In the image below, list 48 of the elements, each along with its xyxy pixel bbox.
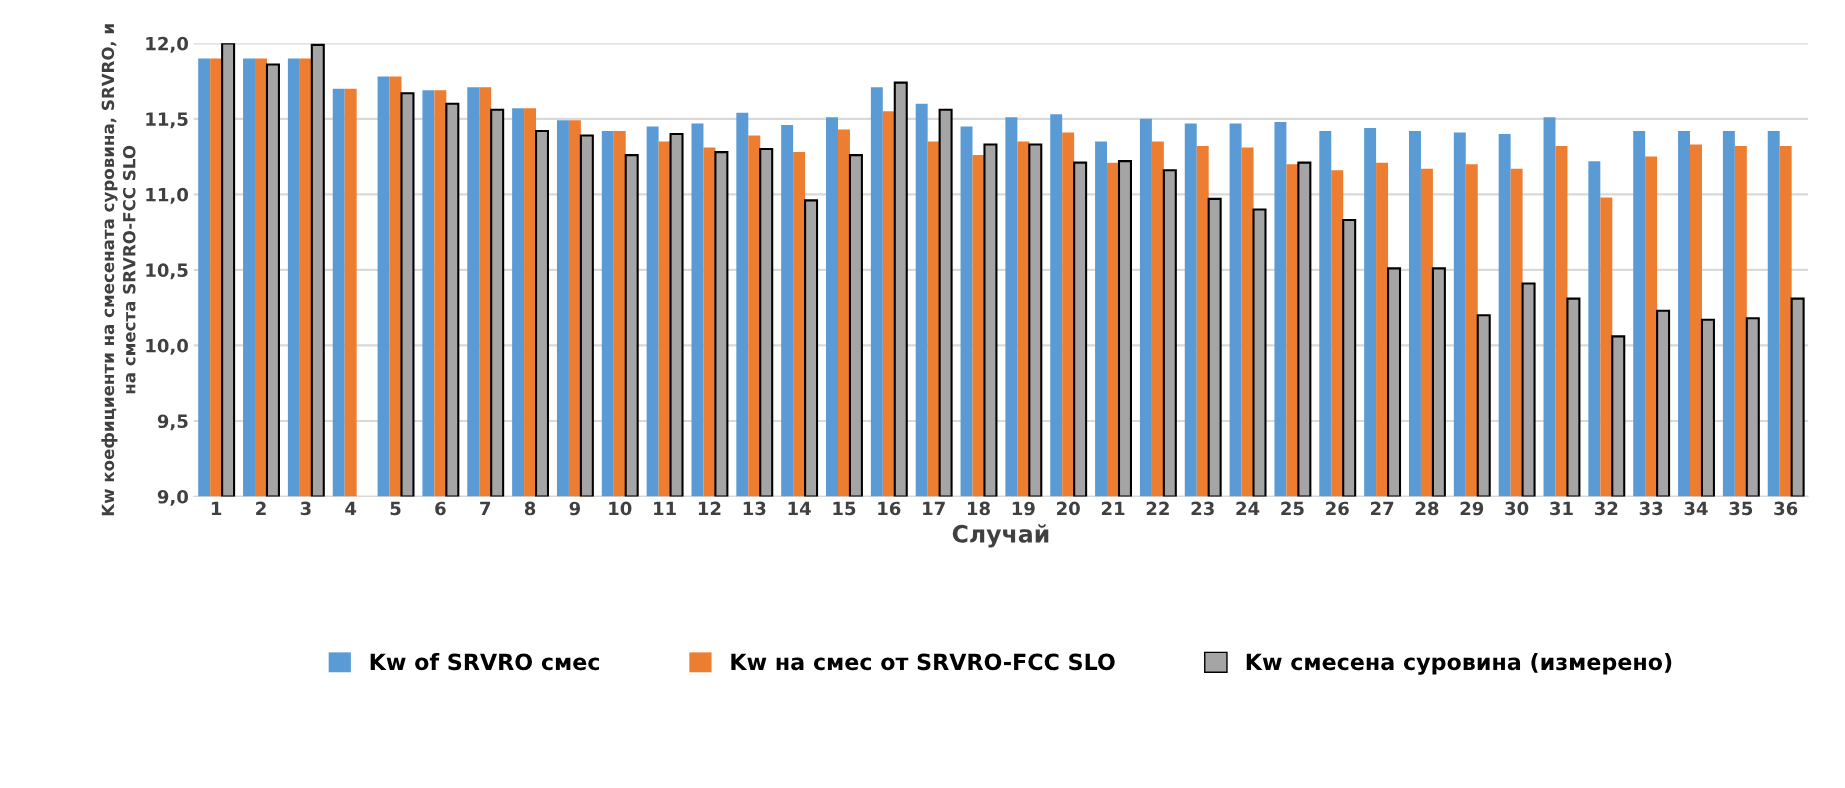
x-tick-label: 11	[654, 501, 676, 516]
x-tick-label: 26	[1326, 501, 1349, 516]
y-tick-label: 12,0	[146, 36, 188, 53]
y-tick-label: 10,5	[146, 263, 188, 280]
y-axis-title: Kw коефициенти на смесената суровина, SRVRO, и на сместа SRVRO-FCC SLO	[101, 24, 136, 516]
x-tick-label: 17	[923, 501, 945, 516]
x-tick-label: 18	[967, 501, 990, 516]
x-tick-label: 8	[524, 501, 536, 516]
x-tick-label: 19	[1012, 501, 1035, 516]
x-tick-label: 9	[569, 501, 581, 516]
x-tick-label: 13	[743, 501, 766, 516]
x-tick-label: 14	[788, 501, 811, 516]
x-tick-label: 22	[1146, 501, 1169, 516]
x-tick-label: 24	[1236, 501, 1260, 516]
y-tick-label: 11,5	[146, 112, 188, 129]
x-tick-label: 2	[256, 501, 266, 516]
x-tick-label: 4	[345, 501, 357, 516]
x-tick-label: 28	[1415, 501, 1439, 516]
y-tick-label: 9,0	[157, 489, 188, 506]
x-tick-label: 33	[1639, 501, 1663, 516]
x-tick-label: 31	[1550, 501, 1573, 516]
x-axis-title: Случай	[952, 524, 1049, 548]
x-tick-label: 10	[609, 501, 632, 516]
legend-label: Kw на смес от SRVRO-FCC SLO	[731, 653, 1115, 671]
x-tick-label: 6	[435, 501, 446, 516]
y-tick-label: 10,0	[146, 338, 188, 355]
x-tick-label: 16	[878, 501, 901, 516]
x-tick-label: 23	[1191, 501, 1214, 516]
x-tick-label: 25	[1281, 501, 1304, 516]
x-tick-label: 20	[1057, 501, 1080, 516]
legend-label: Kw смесена суровина (измерено)	[1246, 653, 1672, 675]
legend-label: Kw of SRVRO смес	[370, 653, 599, 671]
x-tick-label: 15	[833, 501, 856, 516]
x-tick-label: 3	[300, 501, 311, 516]
x-tick-label: 35	[1729, 501, 1753, 516]
x-tick-label: 7	[480, 501, 491, 516]
x-tick-label: 34	[1684, 501, 1708, 516]
x-tick-label: 1	[211, 501, 222, 516]
x-tick-label: 36	[1774, 501, 1798, 516]
x-tick-label: 12	[698, 501, 721, 516]
y-tick-label: 11,0	[146, 187, 188, 204]
y-tick-label: 9,5	[157, 414, 188, 431]
x-tick-label: 27	[1370, 501, 1394, 516]
x-tick-label: 32	[1594, 501, 1618, 516]
x-tick-label: 29	[1460, 501, 1484, 516]
x-tick-label: 5	[390, 501, 401, 516]
x-tick-label: 30	[1505, 501, 1529, 516]
x-tick-label: 21	[1101, 501, 1125, 516]
